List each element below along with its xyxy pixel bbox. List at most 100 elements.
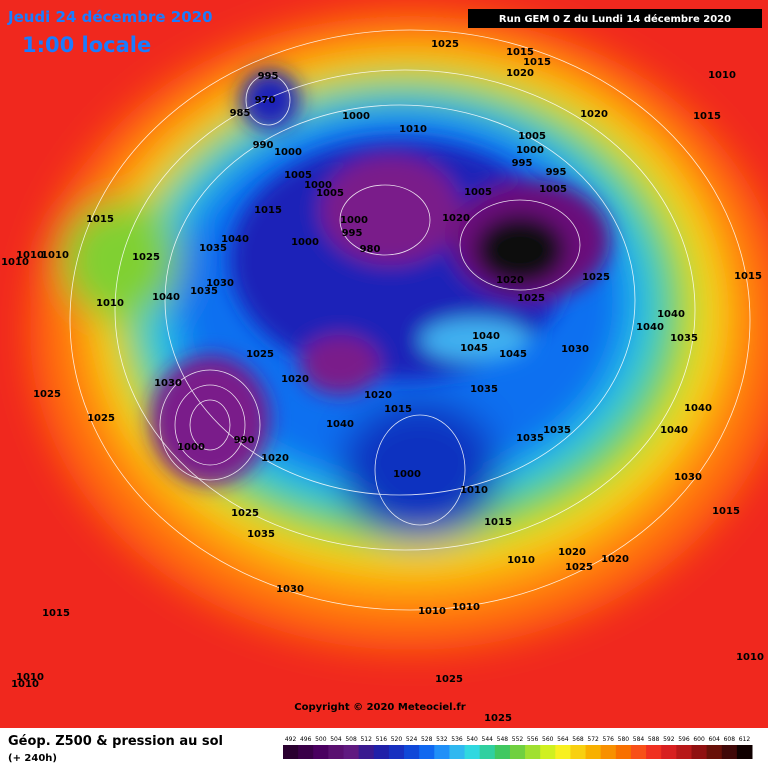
colorbar-label: 580 [618, 736, 630, 743]
pressure-label: 1040 [472, 331, 500, 342]
pressure-label: 1010 [452, 602, 480, 613]
colorbar-label: 532 [436, 736, 448, 743]
colorbar-swatch [464, 745, 481, 759]
pressure-label: 1000 [274, 147, 302, 158]
pressure-label: 1005 [539, 184, 567, 195]
colorbar-swatch [600, 745, 617, 759]
colorbar-swatch [373, 745, 390, 759]
colorbar-label: 500 [315, 736, 327, 743]
colorbar-swatch [298, 745, 314, 759]
colorbar-swatch [615, 745, 632, 759]
pressure-label: 1045 [460, 343, 488, 354]
colorbar-label: 548 [497, 736, 509, 743]
pressure-label: 1035 [543, 425, 571, 436]
pressure-label: 1040 [684, 403, 712, 414]
colorbar-label: 540 [466, 736, 478, 743]
colorbar-swatch [630, 745, 647, 759]
colorbar-swatch [283, 745, 299, 759]
pressure-label: 1025 [132, 252, 160, 263]
colorbar-label: 544 [482, 736, 494, 743]
pressure-label: 1020 [442, 213, 470, 224]
colorbar-swatch [706, 745, 723, 759]
run-box [468, 9, 762, 28]
pressure-label: 1020 [558, 547, 586, 558]
colorbar-label: 560 [542, 736, 554, 743]
colorbar-label: 512 [360, 736, 372, 743]
colorbar-swatch [388, 745, 405, 759]
colorbar-label: 588 [648, 736, 660, 743]
pressure-label: 995 [342, 228, 363, 239]
colorbar-swatch [449, 745, 466, 759]
pressure-label: 1010 [1, 257, 29, 268]
pressure-label: 1025 [431, 39, 459, 50]
colorbar-label: 516 [376, 736, 388, 743]
map [0, 0, 768, 728]
pressure-label: 1020 [580, 109, 608, 120]
pressure-label: 1025 [435, 674, 463, 685]
pressure-label: 1035 [670, 333, 698, 344]
pressure-label: 1025 [517, 293, 545, 304]
colorbar-swatch [479, 745, 496, 759]
pressure-label: 1020 [601, 554, 629, 565]
pressure-label: 1035 [247, 529, 275, 540]
colorbar-swatch [570, 745, 587, 759]
pressure-label: 1000 [304, 180, 332, 191]
pressure-label: 1020 [364, 390, 392, 401]
pressure-label: 1030 [276, 584, 304, 595]
pressure-label: 1035 [190, 286, 218, 297]
pressure-label: 1010 [16, 250, 44, 261]
colorbar-swatch [525, 745, 541, 759]
colorbar-label: 596 [678, 736, 690, 743]
pressure-label: 1025 [582, 272, 610, 283]
pressure-label: 1010 [41, 250, 69, 261]
pressure-label: 1020 [281, 374, 309, 385]
pressure-label: 1000 [177, 442, 205, 453]
colorbar-label: 608 [724, 736, 736, 743]
pressure-label: 1040 [221, 234, 249, 245]
colorbar-label: 552 [512, 736, 524, 743]
pressure-label: 985 [230, 108, 251, 119]
colorbar-swatch [313, 745, 329, 759]
pressure-label: 1015 [384, 404, 412, 415]
pressure-label: 995 [546, 167, 567, 178]
date: Jeudi 24 décembre 2020 [7, 8, 213, 26]
pressure-label: 1000 [342, 111, 370, 122]
pressure-label: 1015 [693, 111, 721, 122]
pressure-label: 1035 [199, 243, 227, 254]
copyright: Copyright © 2020 Meteociel.fr [294, 702, 465, 713]
pressure-label: 1010 [708, 70, 736, 81]
pressure-label: 980 [360, 244, 381, 255]
colorbar-label: 520 [391, 736, 403, 743]
pressure-label: 1025 [246, 349, 274, 360]
colorbar-swatch [721, 745, 738, 759]
pressure-label: 1015 [734, 271, 762, 282]
pressure-label: 1010 [418, 606, 446, 617]
pressure-label: 1015 [506, 47, 534, 58]
colorbar: 492 496 500 504 508 512 516 520 524 528 532 536 540 5… [283, 736, 753, 759]
pressure-label: 1020 [506, 68, 534, 79]
pressure-label: 995 [258, 71, 279, 82]
colorbar-label: 612 [739, 736, 751, 743]
colorbar-swatch [676, 745, 692, 759]
pressure-label: 1015 [523, 57, 551, 68]
colorbar-label: 584 [633, 736, 645, 743]
colorbar-swatch [736, 745, 753, 759]
pressure-label: 1000 [340, 215, 368, 226]
pressure-label: 990 [253, 140, 274, 151]
pressure-label: 1035 [516, 433, 544, 444]
colorbar-label: 600 [693, 736, 705, 743]
pressure-label: 1010 [399, 124, 427, 135]
colorbar-swatch [358, 745, 375, 759]
pressure-label: 1010 [460, 485, 488, 496]
pressure-label: 1035 [470, 384, 498, 395]
colorbar-swatch [585, 745, 602, 759]
pressure-label: 1030 [561, 344, 589, 355]
legend-title: Géop. Z500 & pression au sol [8, 734, 223, 749]
colorbar-label: 576 [603, 736, 615, 743]
colorbar-label: 508 [345, 736, 357, 743]
pressure-label: 1040 [660, 425, 688, 436]
pressure-label: 1005 [316, 188, 344, 199]
pressure-label: 970 [255, 95, 276, 106]
